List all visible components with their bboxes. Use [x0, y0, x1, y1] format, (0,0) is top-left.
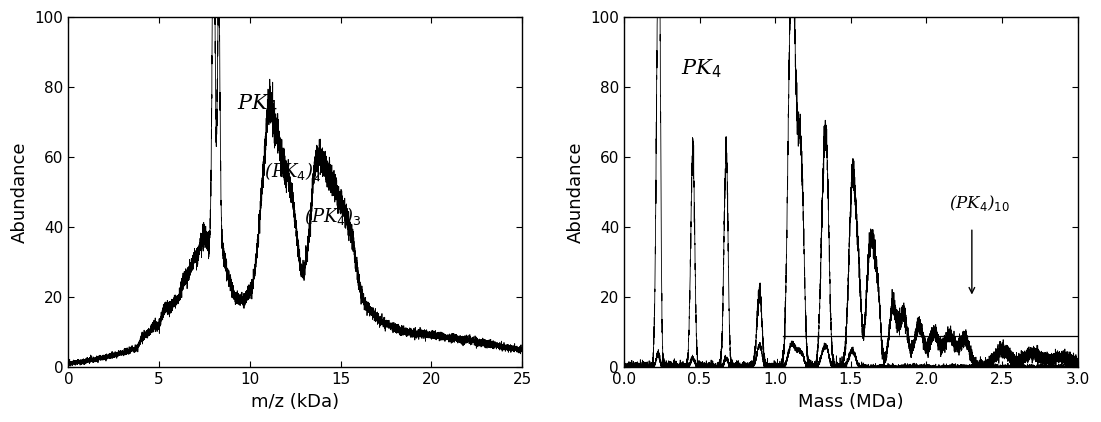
- Text: PK$_4$: PK$_4$: [682, 57, 722, 80]
- Y-axis label: Abundance: Abundance: [11, 141, 29, 243]
- Text: (PK$_4$)$_3$: (PK$_4$)$_3$: [304, 206, 362, 227]
- X-axis label: Mass (MDa): Mass (MDa): [798, 393, 904, 411]
- Y-axis label: Abundance: Abundance: [567, 141, 585, 243]
- Text: (PK$_4$)$_2$: (PK$_4$)$_2$: [264, 160, 321, 182]
- X-axis label: m/z (kDa): m/z (kDa): [251, 393, 339, 411]
- Text: (PK$_4$)$_{10}$: (PK$_4$)$_{10}$: [949, 193, 1010, 213]
- Text: PK$_4$: PK$_4$: [237, 92, 277, 115]
